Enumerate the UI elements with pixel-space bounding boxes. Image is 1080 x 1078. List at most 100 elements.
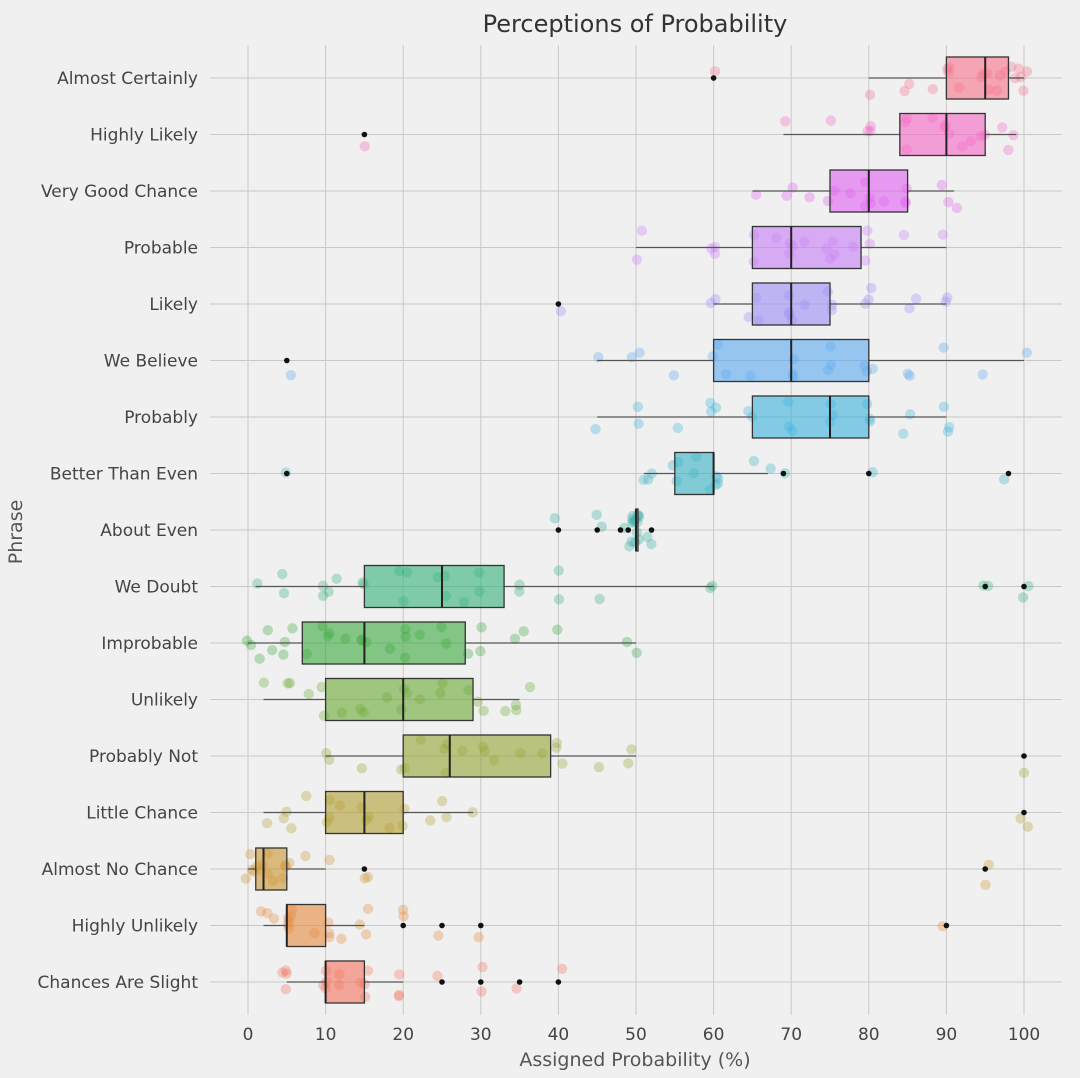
jitter-point: [743, 311, 754, 323]
jitter-point: [750, 189, 762, 200]
jitter-point: [473, 932, 484, 943]
category-label: Probable: [124, 239, 198, 259]
jitter-point: [621, 636, 633, 648]
jitter-point: [998, 474, 1010, 485]
jitter-point: [514, 586, 525, 597]
jitter-point: [624, 541, 635, 552]
jitter-point: [281, 968, 292, 979]
jitter-point: [360, 929, 372, 940]
box: [899, 112, 986, 157]
jitter-point: [287, 623, 298, 634]
jitter-point: [904, 409, 916, 420]
outlier-point: [1021, 809, 1027, 816]
jitter-point: [642, 474, 654, 485]
jitter-point: [1017, 592, 1029, 603]
jitter-point: [904, 370, 915, 382]
jitter-point: [633, 418, 644, 429]
category-label: Highly Unlikely: [72, 917, 198, 937]
jitter-point: [354, 919, 365, 930]
jitter-point: [441, 811, 452, 823]
boxes: [248, 56, 1024, 1004]
jitter-point: [324, 754, 335, 765]
x-tick-label: 100: [1008, 1025, 1040, 1045]
outlier-point: [361, 131, 368, 138]
jitter-point: [432, 970, 443, 982]
outlier-point: [866, 470, 872, 477]
category-label: Probably: [124, 408, 198, 428]
box: [945, 56, 1010, 100]
jitter-point: [627, 517, 638, 528]
jitter-point: [1018, 767, 1030, 778]
x-tick-label: 90: [936, 1025, 958, 1045]
jitter-point: [282, 678, 293, 689]
jitter-point: [240, 873, 251, 884]
jitter-point: [980, 879, 991, 891]
jitter-point: [712, 473, 724, 484]
category-label: Probably Not: [89, 747, 198, 767]
outlier-point: [625, 527, 632, 533]
jitter-point: [397, 904, 409, 916]
outlier-point: [555, 979, 562, 985]
jitter-point: [1003, 144, 1014, 156]
jitter-point: [556, 963, 568, 974]
jitter-point: [245, 639, 257, 651]
jitter-point: [642, 531, 653, 543]
jitter-point: [277, 568, 288, 580]
jitter-point: [549, 513, 561, 524]
jitter-point: [553, 594, 565, 605]
jitter-point: [472, 696, 484, 707]
outlier-point: [400, 922, 407, 929]
jitter-point: [904, 78, 915, 90]
box: [324, 677, 474, 722]
outlier-point: [516, 979, 523, 985]
outlier-point: [617, 527, 624, 533]
jitter-point: [500, 705, 511, 717]
jitter-point: [862, 225, 873, 236]
box: [751, 395, 870, 439]
jitter-point: [323, 586, 334, 597]
category-label: About Even: [100, 521, 198, 541]
jitter-point: [359, 873, 371, 884]
outlier-point: [478, 979, 484, 985]
jitter-point: [672, 422, 684, 434]
box: [324, 960, 366, 1004]
jitter-point: [706, 406, 717, 417]
outlier-point: [1021, 583, 1027, 590]
jitter-point: [927, 83, 939, 95]
outlier-point: [439, 922, 445, 929]
category-label: We Believe: [104, 352, 198, 372]
jitter-point: [1015, 71, 1026, 83]
jitter-point: [356, 763, 367, 774]
jitter-point: [910, 293, 922, 304]
box: [751, 225, 862, 270]
category-label: Very Good Chance: [41, 182, 198, 202]
jitter-point: [626, 352, 637, 363]
jitter-point: [951, 202, 963, 214]
outlier-point: [594, 527, 600, 533]
outlier-point: [555, 301, 562, 307]
jitter-point: [1021, 66, 1033, 77]
category-label: Better Than Even: [50, 465, 198, 485]
jitter-point: [362, 903, 374, 915]
x-tick-label: 80: [858, 1025, 880, 1045]
jitter-point: [317, 590, 329, 602]
jitter-point: [867, 363, 878, 375]
outlier-point: [648, 527, 655, 533]
category-label: Unlikely: [131, 691, 198, 711]
jitter-point: [902, 368, 914, 379]
category-label: Improbable: [101, 634, 198, 654]
category-label: Likely: [149, 295, 198, 315]
jitter-point: [943, 421, 955, 433]
jitter-point: [942, 426, 954, 437]
jitter-point: [1018, 85, 1029, 96]
category-label: Highly Likely: [90, 126, 198, 146]
jitter-point: [705, 582, 716, 594]
jitter-point: [804, 192, 815, 203]
category-label: Almost No Chance: [42, 860, 198, 880]
jitter-point: [246, 864, 258, 876]
jitter-point: [511, 704, 522, 716]
jitter-point: [942, 292, 953, 303]
jitter-point: [865, 125, 876, 137]
jitter-point: [284, 677, 296, 689]
